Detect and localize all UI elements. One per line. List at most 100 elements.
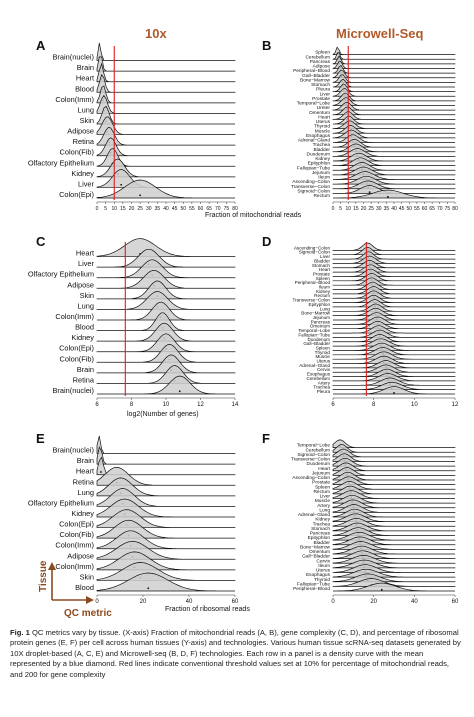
row-label: Spleen bbox=[316, 345, 331, 350]
row-label: Gall−Bladder bbox=[302, 73, 330, 79]
row-label: Lung bbox=[320, 306, 331, 311]
density-ridge bbox=[332, 377, 456, 386]
caption-label: Fig. 1 bbox=[10, 628, 30, 637]
qc-metric-label: QC metric bbox=[64, 608, 112, 619]
row-label: Adrenal−Gland bbox=[298, 512, 330, 518]
x-tick-label: 30 bbox=[376, 206, 382, 212]
row-label: Kidney bbox=[71, 333, 94, 342]
mean-point bbox=[393, 391, 395, 394]
x-tick-label: 75 bbox=[224, 206, 230, 212]
row-label: Jejunum bbox=[313, 315, 331, 320]
row-label: Colon(Epi) bbox=[59, 190, 94, 199]
row-label: Peripheral−Blood bbox=[295, 280, 331, 285]
row-label: Brain bbox=[77, 365, 94, 374]
x-axis-label-ribo: Fraction of ribosomal reads bbox=[165, 606, 250, 613]
row-label: Jejunum bbox=[312, 470, 330, 476]
density-ridge bbox=[332, 273, 456, 282]
row-label: Duodenum bbox=[307, 151, 330, 157]
density-ridge bbox=[96, 169, 236, 188]
density-ridge bbox=[332, 320, 456, 330]
panel-label: F bbox=[262, 431, 270, 446]
mean-point bbox=[147, 587, 150, 590]
x-tick-label: 20 bbox=[370, 599, 377, 605]
x-tick-label: 55 bbox=[414, 206, 420, 212]
panel-d: D Ascending−ColonSigmoid−ColonLiverBladde… bbox=[262, 234, 459, 408]
density-ridge bbox=[96, 291, 236, 310]
density-ridge bbox=[332, 277, 456, 286]
row-label: Sigmoid−Colon bbox=[297, 452, 330, 458]
row-label: Epityphlon bbox=[308, 161, 331, 167]
row-label: Peripheral−Blood bbox=[293, 586, 330, 592]
density-ridge bbox=[332, 342, 456, 351]
row-label: Olfactory Epithelium bbox=[28, 270, 94, 279]
panel-label: B bbox=[262, 38, 271, 53]
density-ridge bbox=[332, 373, 456, 382]
mean-point bbox=[368, 191, 371, 194]
row-label: Ureter bbox=[317, 105, 331, 111]
row-label: Retina bbox=[73, 477, 95, 486]
row-label: Pancreas bbox=[310, 59, 331, 65]
row-label: Pleura bbox=[316, 87, 330, 93]
row-label: Brain(nuclei) bbox=[53, 386, 95, 395]
density-ridge bbox=[332, 494, 456, 504]
density-ridge bbox=[96, 116, 236, 135]
figure-canvas: 10x Microwell-Seq ABrain(nuclei)BrainHea… bbox=[28, 26, 459, 619]
panel-label: D bbox=[262, 234, 271, 249]
density-ridge bbox=[332, 139, 456, 148]
tissue-arrow-head bbox=[48, 562, 56, 570]
density-ridge bbox=[332, 55, 456, 65]
row-label: Thyroid bbox=[315, 350, 331, 355]
density-ridge bbox=[96, 94, 236, 114]
row-label: Transverse−Colon bbox=[291, 457, 330, 463]
density-ridge bbox=[332, 260, 456, 269]
density-ridge bbox=[332, 329, 456, 338]
row-label: Cervix bbox=[317, 367, 331, 372]
row-label: Stomach bbox=[311, 526, 330, 532]
x-tick-label: 10 bbox=[345, 206, 351, 212]
row-label: Fallopian−Tube bbox=[297, 165, 330, 171]
row-label: Artery bbox=[317, 503, 330, 509]
row-label: Fallopian−Tube bbox=[297, 581, 330, 587]
x-tick-label: 20 bbox=[140, 599, 147, 605]
mean-point bbox=[387, 195, 389, 198]
density-ridge bbox=[333, 386, 455, 395]
row-label: Transverse−Colon bbox=[293, 298, 331, 303]
row-label: Brain(nuclei) bbox=[53, 53, 95, 62]
row-label: Artery bbox=[318, 380, 331, 385]
x-tick-label: 40 bbox=[391, 206, 397, 212]
row-label: Temporal−Lobe bbox=[297, 101, 331, 107]
x-tick-label: 40 bbox=[186, 599, 193, 605]
x-tick-label: 6 bbox=[95, 402, 99, 408]
row-label: Cervix bbox=[316, 558, 330, 564]
mean-point bbox=[120, 183, 123, 186]
x-tick-label: 20 bbox=[361, 206, 367, 212]
x-tick-label: 8 bbox=[372, 402, 376, 408]
density-ridge bbox=[97, 375, 235, 395]
row-label: Kidney bbox=[315, 517, 330, 523]
density-ridge bbox=[332, 74, 456, 83]
row-label: Prostate bbox=[312, 96, 330, 102]
density-ridge bbox=[332, 499, 456, 509]
density-ridge bbox=[96, 147, 236, 167]
row-label: Temporal−Lobe bbox=[298, 328, 330, 333]
density-ridge bbox=[332, 46, 456, 55]
x-tick-label: 30 bbox=[146, 206, 152, 212]
x-tick-label: 75 bbox=[445, 206, 451, 212]
density-ridge bbox=[332, 92, 456, 102]
x-tick-label: 40 bbox=[163, 206, 169, 212]
row-label: Liver bbox=[320, 254, 330, 259]
density-ridge bbox=[96, 259, 236, 279]
row-label: Lung bbox=[319, 507, 330, 513]
row-label: Sigmoid−Colon bbox=[299, 250, 331, 255]
row-label: Adipose bbox=[67, 280, 94, 289]
row-label: Prostate bbox=[312, 480, 330, 486]
density-ridge bbox=[332, 347, 456, 356]
density-ridge bbox=[96, 322, 236, 342]
density-ridge bbox=[332, 290, 456, 299]
row-label: Lung bbox=[78, 105, 94, 114]
density-ridge bbox=[332, 125, 456, 134]
density-ridge bbox=[96, 344, 236, 363]
row-label: Thyroid bbox=[314, 577, 330, 583]
row-label: Pancreas bbox=[310, 531, 331, 537]
row-label: Bone−Marrow bbox=[301, 311, 330, 316]
